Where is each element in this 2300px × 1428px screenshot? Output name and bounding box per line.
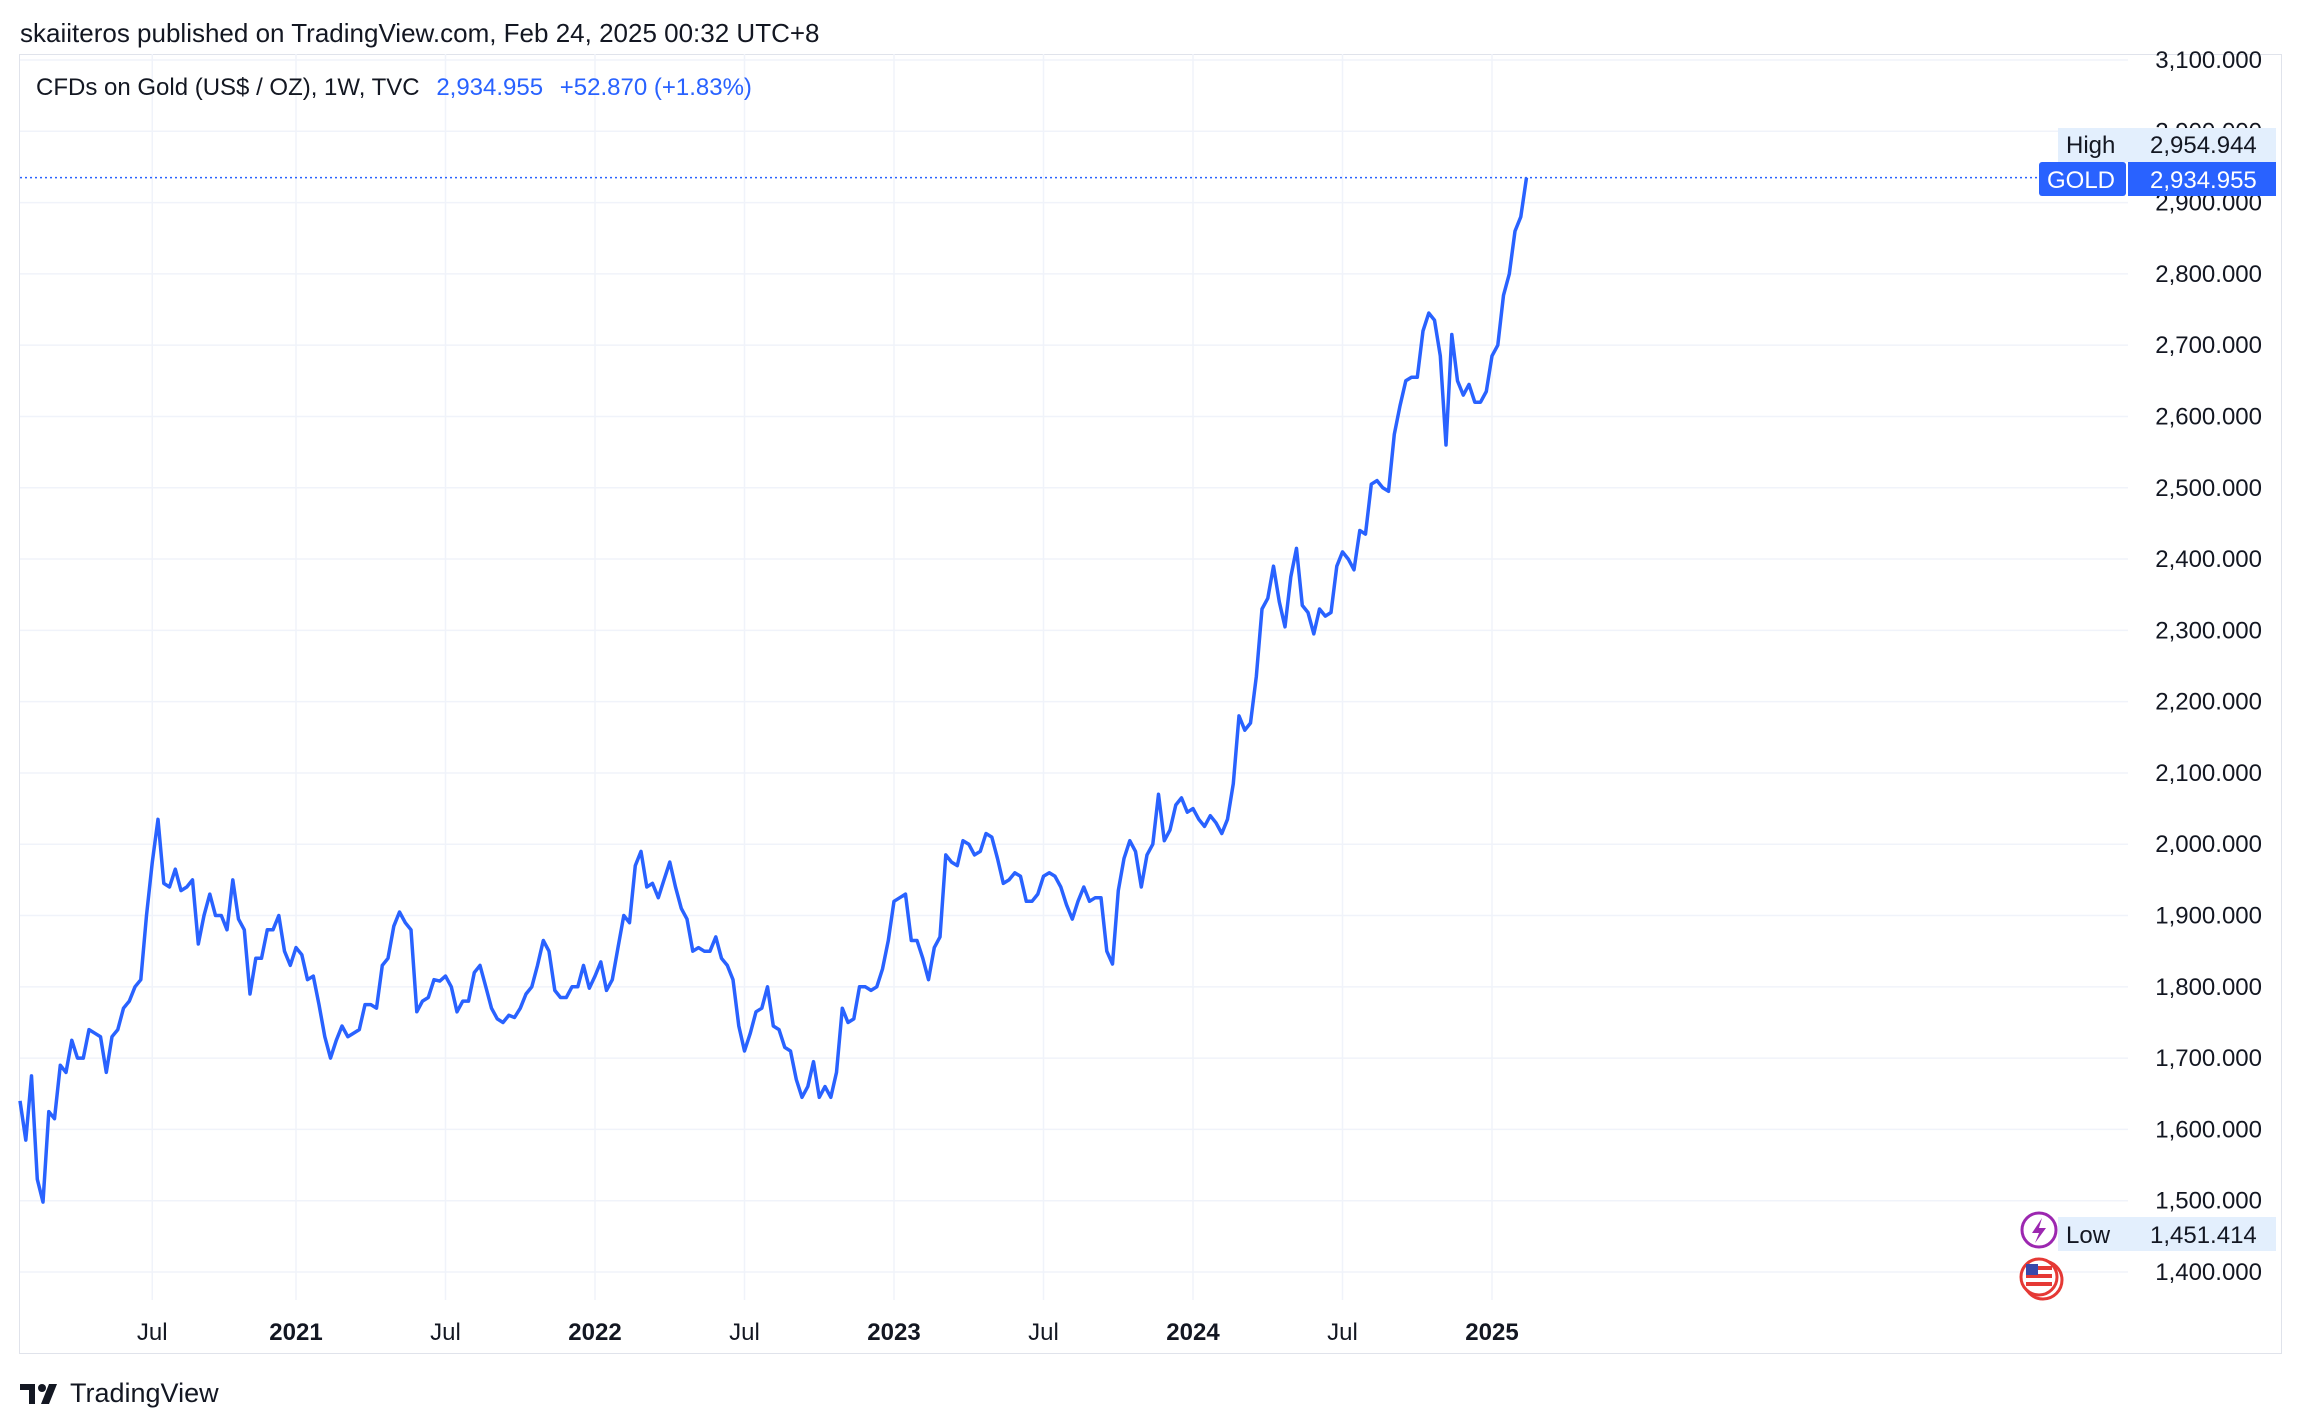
x-tick-label: 2024	[1166, 1319, 1220, 1346]
symbol-info: CFDs on Gold (US$ / OZ), 1W, TVC 2,934.9…	[36, 74, 752, 102]
x-tick-label: Jul	[137, 1319, 168, 1346]
gold-value: 2,934.955	[2150, 167, 2257, 194]
y-tick-label: 3,100.000	[2155, 47, 2262, 74]
y-tick-label: 1,900.000	[2155, 903, 2262, 930]
lightning-icon[interactable]	[2020, 1211, 2058, 1249]
x-tick-label: Jul	[729, 1319, 760, 1346]
price-change: +52.870 (+1.83%)	[559, 74, 752, 101]
x-tick-label: 2023	[867, 1319, 920, 1346]
tradingview-brand: TradingView	[70, 1378, 219, 1408]
x-tick-label: 2022	[568, 1319, 621, 1346]
tradingview-logo[interactable]: TradingView	[20, 1378, 219, 1409]
publisher-line: skaiiteros published on TradingView.com,…	[20, 18, 820, 48]
high-label: High	[2066, 132, 2115, 159]
y-tick-label: 2,500.000	[2155, 475, 2262, 502]
gold-price-badge: GOLD 2,934.955	[2039, 162, 2276, 196]
last-price: 2,934.955	[436, 74, 544, 101]
x-tick-label: Jul	[430, 1319, 461, 1346]
y-tick-label: 2,700.000	[2155, 332, 2262, 359]
symbol-description: CFDs on Gold (US$ / OZ), 1W, TVC	[36, 74, 420, 101]
y-tick-label: 2,600.000	[2155, 403, 2262, 430]
gold-price-line	[18, 177, 1529, 1204]
y-tick-label: 2,800.000	[2155, 261, 2262, 288]
x-tick-label: 2025	[1465, 1319, 1518, 1346]
chart-grid	[20, 54, 2128, 1300]
y-tick-label: 2,400.000	[2155, 546, 2262, 573]
high-value: 2,954.944	[2150, 132, 2257, 159]
high-badge: High 2,954.944	[2058, 128, 2276, 162]
y-tick-label: 2,000.000	[2155, 831, 2262, 858]
y-tick-label: 1,600.000	[2155, 1116, 2262, 1143]
chart-frame	[19, 54, 2282, 1354]
y-tick-label: 1,800.000	[2155, 974, 2262, 1001]
x-tick-label: Jul	[1327, 1319, 1358, 1346]
y-tick-label: 1,400.000	[2155, 1259, 2262, 1286]
y-tick-label: 1,700.000	[2155, 1045, 2262, 1072]
y-tick-label: 2,200.000	[2155, 689, 2262, 716]
y-tick-label: 2,300.000	[2155, 617, 2262, 644]
low-badge: Low 1,451.414	[2058, 1217, 2276, 1251]
price-axis: 1,400.000 1,500.000 1,600.000 1,700.000 1,80…	[2155, 47, 2262, 1286]
us-flag-icon[interactable]	[2019, 1257, 2064, 1301]
tradingview-logo-icon	[20, 1383, 57, 1404]
y-tick-label: 2,100.000	[2155, 760, 2262, 787]
x-tick-label: Jul	[1028, 1319, 1059, 1346]
time-axis: Jul 2021 Jul 2022 Jul 2023 Jul 2024 Jul 2025	[137, 1319, 1519, 1346]
gold-label: GOLD	[2047, 167, 2115, 194]
x-tick-label: 2021	[269, 1319, 322, 1346]
low-value: 1,451.414	[2150, 1222, 2257, 1249]
y-tick-label: 1,500.000	[2155, 1188, 2262, 1215]
low-label: Low	[2066, 1222, 2111, 1249]
